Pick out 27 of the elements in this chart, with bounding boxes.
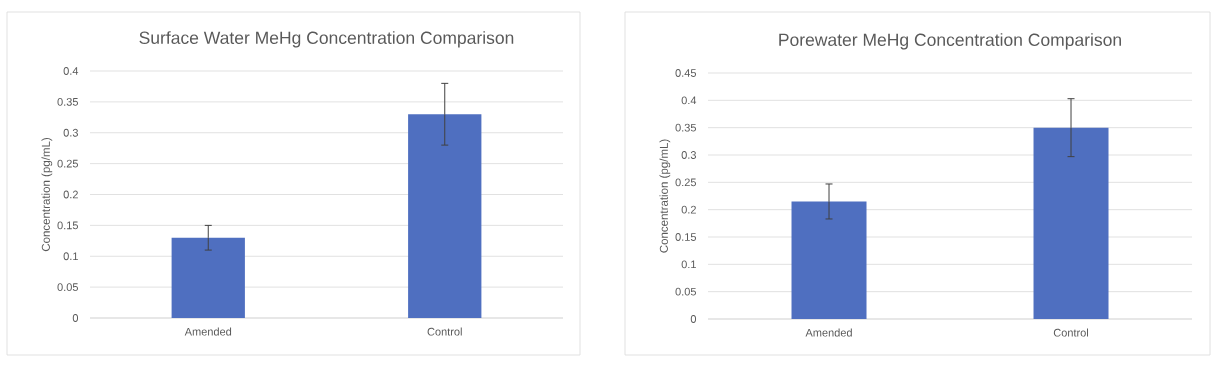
y-tick-label: 0.35 — [57, 97, 78, 106]
x-tick-label: Control — [1053, 328, 1089, 337]
y-axis-title: Concentration (pg/mL) — [659, 139, 671, 253]
y-tick-label: 0.2 — [63, 190, 78, 199]
y-tick-label: 0.45 — [675, 69, 697, 77]
x-tick-label: Amended — [805, 328, 852, 337]
y-tick-label: 0 — [72, 314, 79, 322]
y-tick-label: 0.2 — [681, 205, 696, 214]
x-tick-label: Control — [427, 327, 462, 336]
y-tick-label: 0.4 — [63, 67, 79, 75]
chart-title: Porewater MeHg Concentration Comparison — [779, 33, 1121, 50]
y-tick-label: 0.3 — [681, 151, 696, 159]
x-tick-label: Amended — [184, 327, 232, 336]
y-tick-label: 0.35 — [675, 123, 697, 132]
y-tick-label: 0.25 — [57, 159, 78, 168]
chart-title: Surface Water MeHg Concentration Comparison — [139, 31, 514, 48]
y-tick-label: 0.1 — [681, 260, 696, 269]
y-tick-label: 0.1 — [63, 252, 78, 261]
y-tick-label: 0.15 — [675, 233, 697, 241]
y-tick-label: 0.15 — [57, 221, 78, 230]
y-tick-label: 0.4 — [681, 96, 697, 105]
y-tick-label: 0.25 — [675, 178, 697, 187]
y-axis-title: Concentration (pg/mL) — [41, 138, 53, 252]
y-tick-label: 0 — [690, 315, 697, 323]
y-tick-label: 0.3 — [63, 128, 78, 137]
y-tick-label: 0.05 — [57, 283, 78, 292]
y-tick-label: 0.05 — [675, 287, 697, 296]
